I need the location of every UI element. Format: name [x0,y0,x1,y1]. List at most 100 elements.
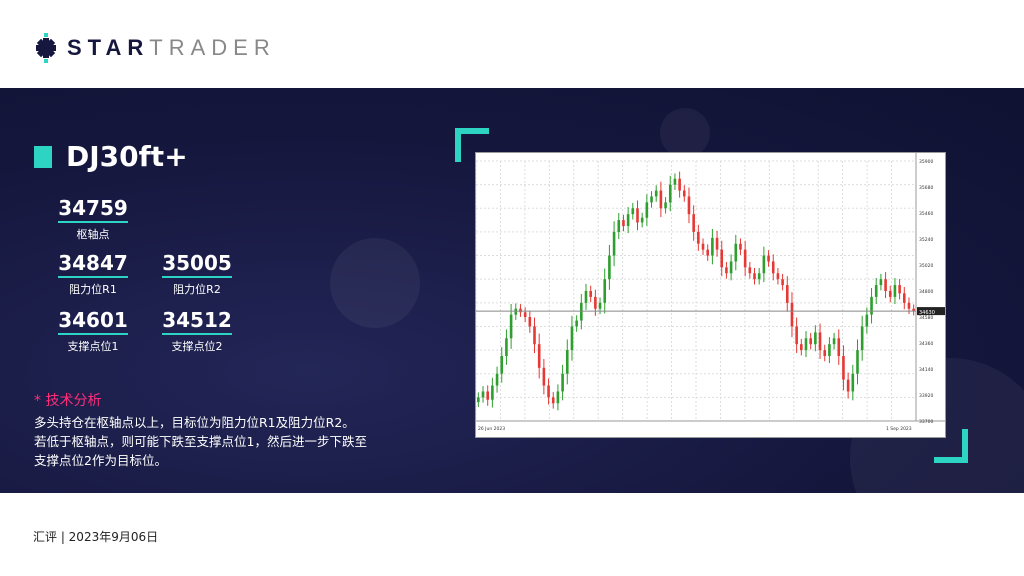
candle [734,243,738,262]
candle [542,367,546,386]
candle [645,202,649,218]
candle [565,350,569,374]
candle [771,261,775,274]
accent-square [34,145,52,168]
candle [814,332,817,345]
candle [856,350,859,374]
y-tick-label: 33700 [919,419,933,425]
candle [654,190,658,197]
y-tick-label: 35020 [919,263,933,269]
candle [832,338,836,345]
candle [570,326,574,351]
candle [785,285,789,303]
candle [692,214,695,232]
logo-light: TRADER [149,35,276,60]
candle [879,279,883,286]
candle [884,279,887,291]
y-tick-label: 35900 [919,159,933,165]
header: STARTRADER [0,0,1024,88]
candle [837,338,841,356]
candle [636,208,639,223]
candle [622,220,625,226]
y-tick-label: 33920 [919,393,933,399]
technical-analysis: * 技术分析 多头持仓在枢轴点以上，目标位为阻力位R1及阻力位R2。 若低于枢轴… [34,392,367,470]
candle [561,373,564,392]
candle [865,314,869,327]
candle [725,267,728,274]
candle [907,302,911,309]
candle [823,350,827,356]
candle [842,356,845,380]
candle [687,196,691,215]
candle [748,267,752,274]
candle [617,220,621,232]
candle [800,344,803,351]
candle [523,312,527,317]
r1-level: 34847 阻力位R1 [58,251,128,296]
candle [767,255,770,262]
candle [491,385,494,400]
candle [584,291,588,303]
candle [659,190,663,209]
x-tick-label: 26 Jun 2023 [478,426,505,432]
candle [776,273,780,280]
candle [603,279,607,303]
y-tick-label: 34140 [919,367,933,373]
analysis-line: 支撑点位2作为目标位。 [34,453,167,468]
y-tick-label: 34800 [919,289,933,295]
candle [575,320,578,327]
candle [519,308,522,313]
candle [790,302,794,327]
s1-level: 34601 支撑点位1 [58,308,128,353]
candle [594,296,597,309]
analysis-line: 若低于枢轴点，则可能下跌至支撑点位1，然后进一步下跌至 [34,434,367,449]
candle [888,291,892,297]
candle [580,302,583,321]
x-tick-label: 1 Sep 2023 [886,426,912,432]
candle [537,344,541,368]
candle [631,208,635,215]
y-tick-label: 35680 [919,185,933,191]
candle [753,273,756,280]
candle [514,308,518,315]
candle [706,249,710,256]
corner-bracket [455,128,489,162]
candle [650,196,653,203]
candle [729,261,733,274]
candle [477,397,480,403]
current-price-marker [917,307,945,316]
candle [495,373,499,386]
candle [509,314,513,339]
candle [902,293,906,303]
candle [486,391,490,400]
candle [846,379,850,392]
candle [912,308,915,312]
candle [809,338,812,345]
y-tick-label: 34360 [919,341,933,347]
candle [860,326,864,351]
instrument-title: DJ30ft+ [34,140,188,173]
star-logo-icon [36,33,56,63]
candle [589,291,592,297]
footer-date: 汇评 | 2023年9月06日 [33,530,159,544]
candle [795,326,798,345]
pivot-level: 34759 枢轴点 [58,196,128,241]
candle [678,178,681,191]
candle [598,302,602,309]
candlestick-chart: 34630 35900 35680 35460 35240 35020 34800 34580… [475,153,945,432]
candle [828,344,831,356]
candle [481,391,485,398]
candle [697,231,700,244]
s2-level: 34512 支撑点位2 [162,308,232,353]
candle [715,237,719,250]
candle [551,397,555,404]
candle [711,237,714,256]
candle [673,178,677,185]
current-price-label: 34630 [919,310,935,316]
candle [664,202,667,209]
candle [533,326,536,345]
candle [547,385,550,398]
logo-bold: STAR [67,35,150,60]
y-tick-label: 35240 [919,237,933,243]
y-tick-label: 35460 [919,211,933,217]
